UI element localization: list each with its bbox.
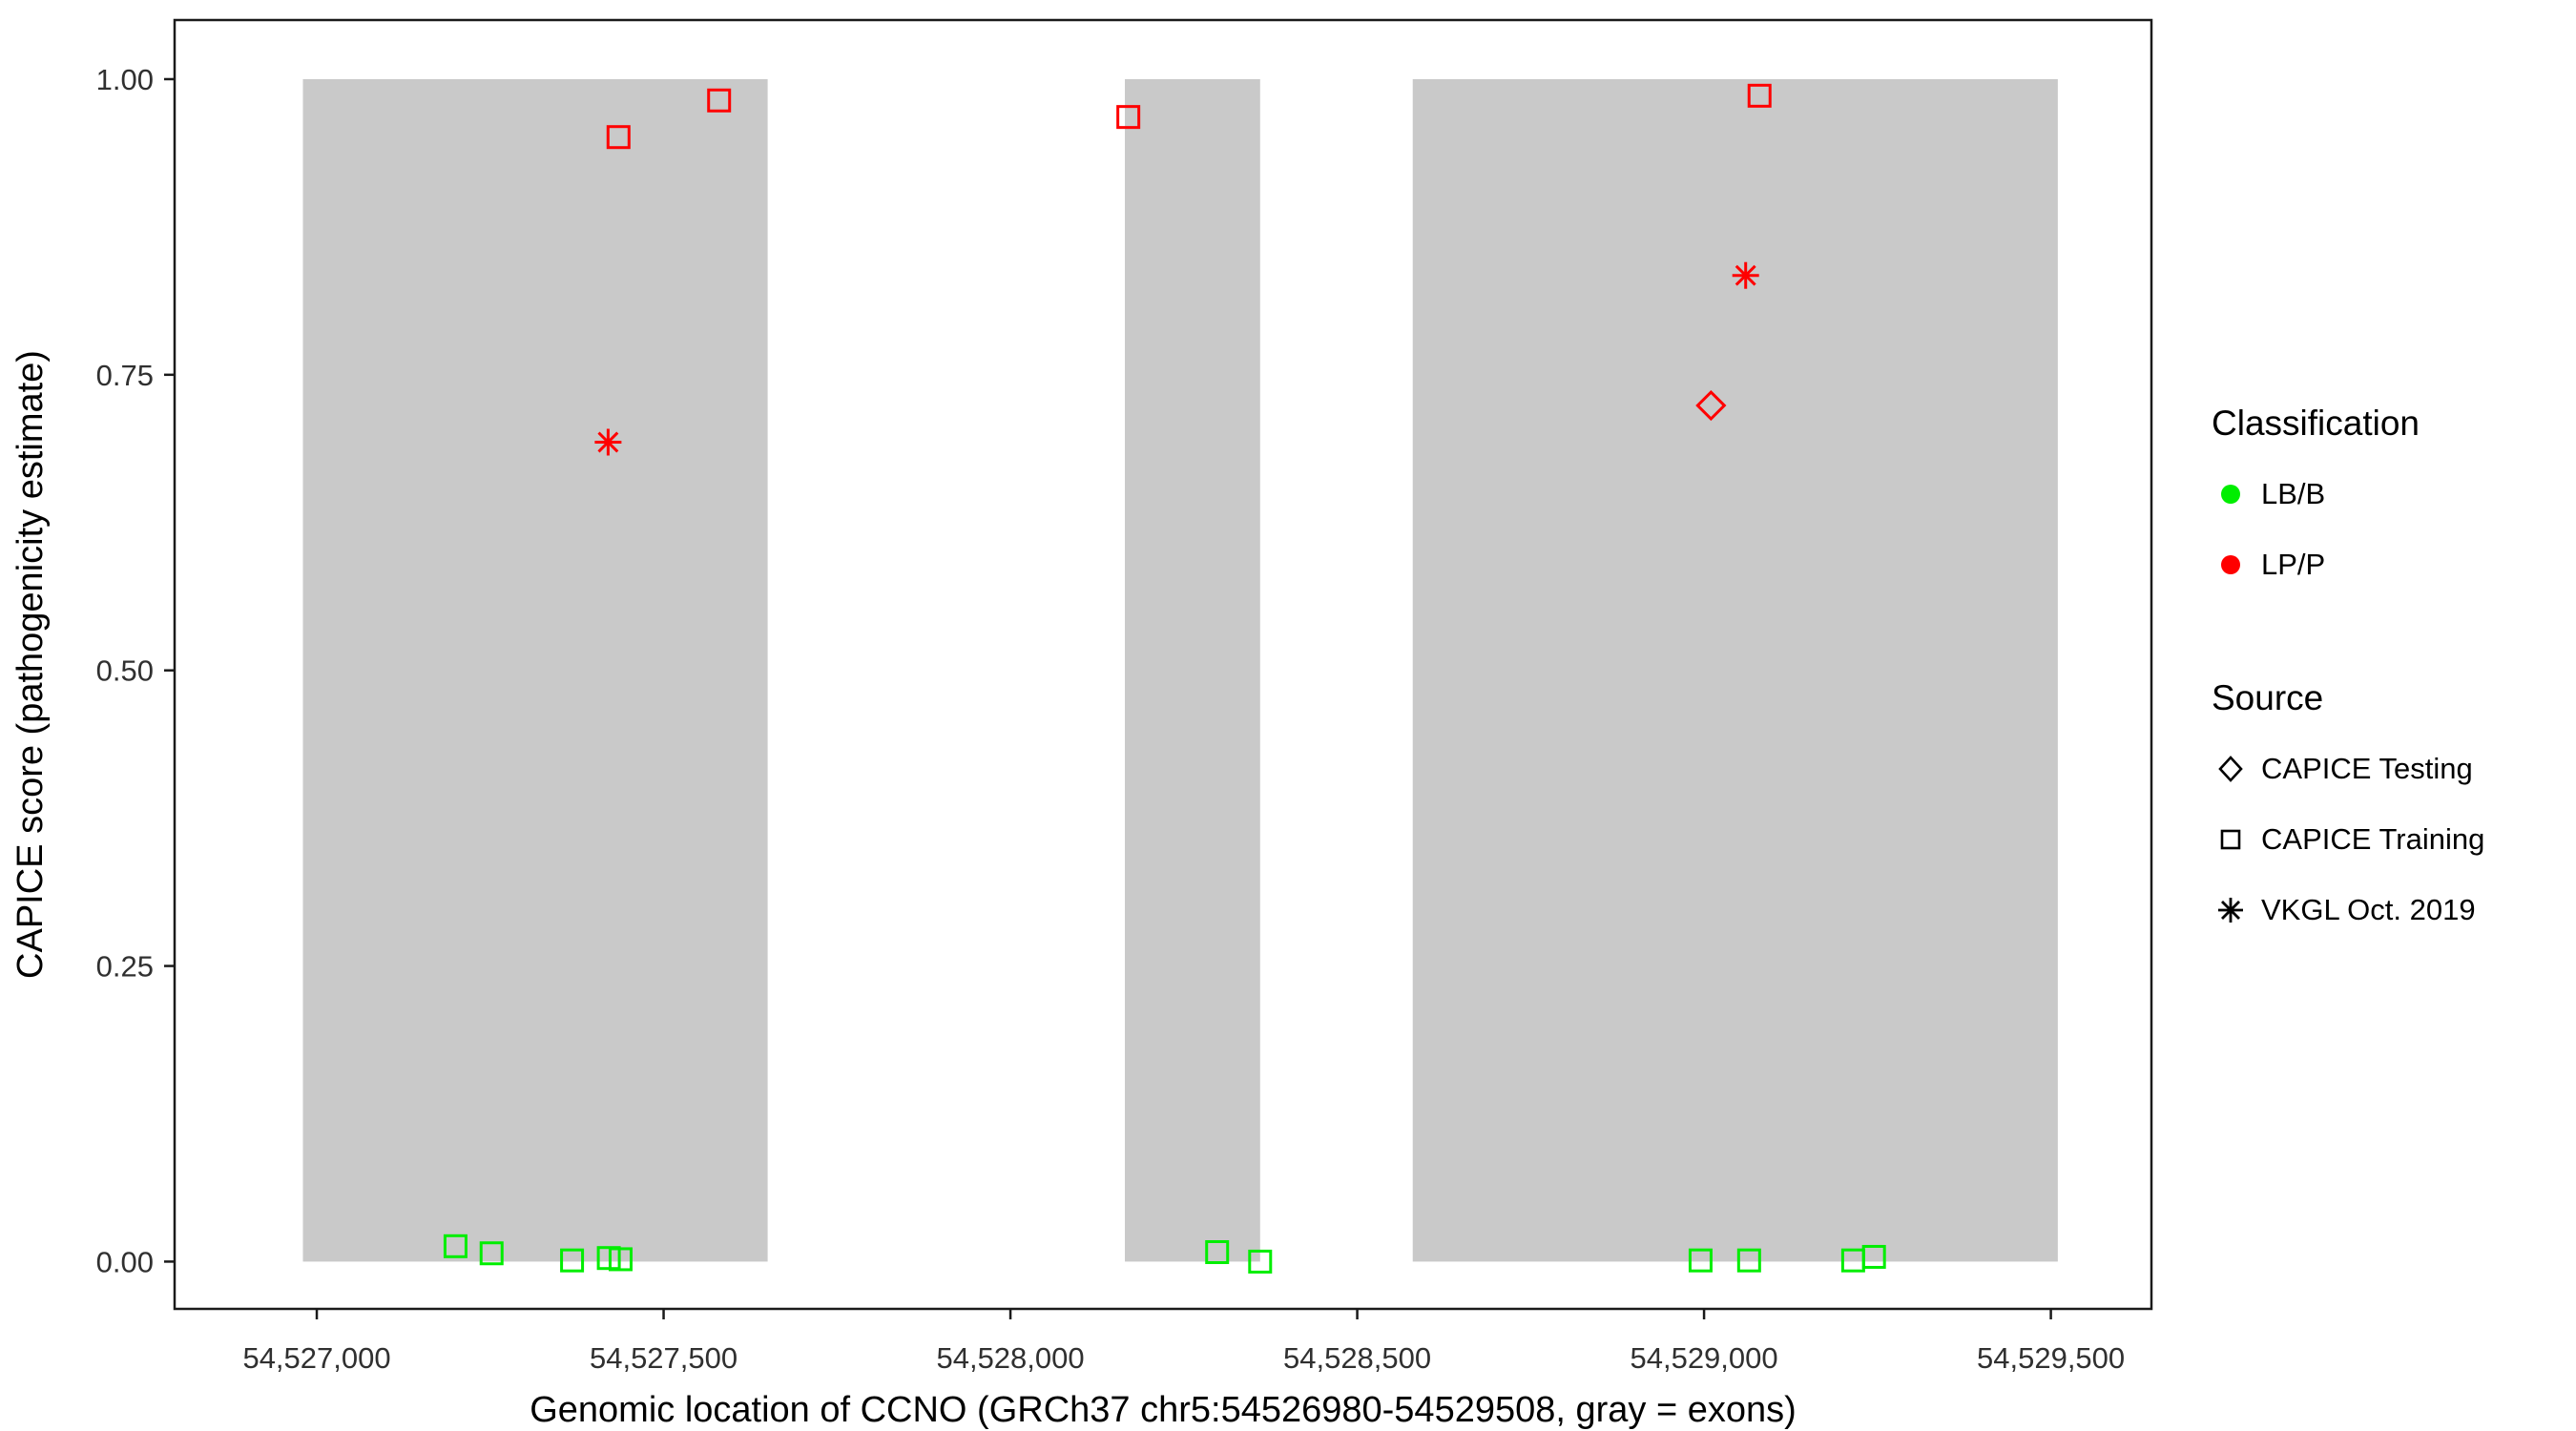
x-axis-title: Genomic location of CCNO (GRCh37 chr5:54… <box>530 1390 1797 1430</box>
legend: Classification LB/B LP/P Source CA <box>2212 403 2484 931</box>
data-point-asterisk <box>597 431 619 453</box>
lbb-filled-circle-icon <box>2221 485 2240 504</box>
data-point-open-square <box>1861 1244 1886 1269</box>
legend-item-label: LP/P <box>2261 548 2326 581</box>
legend-group-source: Source CAPICE Testing CAPICE Training <box>2212 677 2484 931</box>
legend-item-lbb: LB/B <box>2212 473 2484 515</box>
legend-item-lpp: LP/P <box>2212 544 2484 586</box>
x-tick-label: 54,527,500 <box>590 1341 737 1375</box>
x-tick-label: 54,529,000 <box>1630 1341 1777 1375</box>
y-tick-label: 1.00 <box>96 63 154 96</box>
data-point-open-square <box>707 88 732 113</box>
y-tick-label: 0.00 <box>96 1245 154 1278</box>
legend-item-capice-testing: CAPICE Testing <box>2212 748 2484 790</box>
y-tick-label: 0.25 <box>96 950 154 984</box>
y-axis-title: CAPICE score (pathogenicity estimate) <box>10 350 51 979</box>
panel-border <box>173 18 2153 1311</box>
x-tick-label: 54,527,000 <box>242 1341 390 1375</box>
data-point-open-square <box>1747 83 1772 108</box>
open-diamond-icon <box>2218 756 2243 782</box>
asterisk-icon <box>2218 898 2243 923</box>
data-point-open-square <box>443 1234 467 1258</box>
data-point-open-square <box>560 1248 585 1273</box>
x-tick-label: 54,529,500 <box>1977 1341 2125 1375</box>
y-tick-label: 0.50 <box>96 654 154 688</box>
x-tick-label: 54,528,000 <box>936 1341 1084 1375</box>
exon-rect <box>1412 78 2058 1262</box>
data-point-asterisk <box>1735 264 1756 286</box>
legend-title-source: Source <box>2212 678 2324 717</box>
data-point-open-square <box>1205 1240 1230 1265</box>
legend-title-classification: Classification <box>2212 404 2420 443</box>
data-point-open-square <box>1248 1249 1273 1274</box>
legend-item-label: VKGL Oct. 2019 <box>2261 893 2476 926</box>
data-point-open-square <box>608 1247 633 1272</box>
legend-group-classification: Classification LB/B LP/P <box>2212 403 2484 586</box>
y-tick-label: 0.75 <box>96 359 154 392</box>
data-point-open-square <box>1688 1248 1713 1273</box>
data-point-open-diamond <box>1695 389 1727 422</box>
legend-item-capice-training: CAPICE Training <box>2212 819 2484 861</box>
legend-item-vkgl: VKGL Oct. 2019 <box>2212 889 2484 931</box>
open-square-icon <box>2220 829 2241 850</box>
x-tick-label: 54,528,500 <box>1283 1341 1431 1375</box>
legend-item-label: LB/B <box>2261 477 2326 510</box>
data-point-open-square <box>479 1241 504 1266</box>
data-point-open-square <box>1116 105 1141 130</box>
exon-rect <box>1125 78 1260 1262</box>
data-point-open-square <box>1736 1248 1761 1273</box>
legend-item-label: CAPICE Testing <box>2261 752 2473 785</box>
lpp-filled-circle-icon <box>2221 555 2240 574</box>
exon-rect <box>302 78 768 1262</box>
legend-item-label: CAPICE Training <box>2261 822 2485 856</box>
data-point-open-square <box>606 125 631 150</box>
